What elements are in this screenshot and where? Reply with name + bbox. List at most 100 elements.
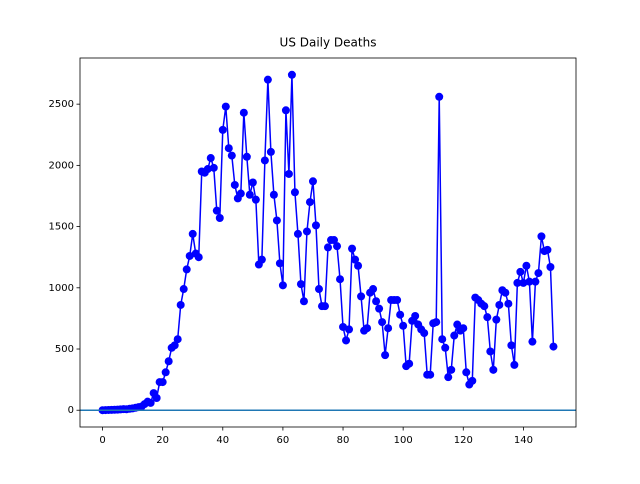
marker — [489, 365, 498, 374]
marker — [281, 106, 290, 115]
marker — [287, 70, 296, 79]
y-tick-label: 0 — [68, 405, 74, 416]
marker — [357, 292, 366, 301]
marker — [396, 310, 405, 319]
marker — [227, 151, 236, 160]
marker — [399, 321, 408, 330]
marker — [522, 261, 531, 270]
y-tick-label: 2500 — [49, 99, 74, 110]
marker — [311, 221, 320, 230]
marker — [345, 325, 354, 334]
marker — [260, 156, 269, 165]
marker — [185, 251, 194, 260]
x-tick-label: 100 — [394, 435, 413, 446]
marker — [525, 277, 534, 286]
marker — [432, 318, 441, 327]
marker — [320, 302, 329, 311]
marker — [519, 278, 528, 287]
marker — [230, 180, 239, 189]
marker — [176, 300, 185, 309]
marker — [275, 259, 284, 268]
x-tick-label: 140 — [514, 435, 533, 446]
marker — [212, 206, 221, 215]
marker — [348, 244, 357, 253]
marker — [537, 232, 546, 241]
marker — [179, 285, 188, 294]
marker — [393, 296, 402, 305]
marker — [426, 370, 435, 379]
marker — [375, 304, 384, 313]
x-tick-label: 20 — [156, 435, 169, 446]
marker — [450, 331, 459, 340]
y-tick-label: 1000 — [49, 283, 74, 294]
marker — [480, 302, 489, 311]
marker — [164, 357, 173, 366]
marker — [224, 144, 233, 153]
marker — [369, 285, 378, 294]
marker — [495, 300, 504, 309]
marker — [504, 299, 513, 308]
marker — [170, 341, 179, 350]
marker — [215, 214, 224, 223]
y-tick-label: 500 — [55, 344, 74, 355]
marker — [411, 311, 420, 320]
marker — [257, 255, 266, 264]
marker — [293, 229, 302, 238]
marker — [248, 178, 257, 187]
marker — [152, 393, 161, 402]
marker — [324, 243, 332, 252]
marker — [272, 216, 281, 225]
marker — [209, 163, 218, 172]
marker — [363, 324, 372, 333]
marker — [314, 285, 323, 294]
marker — [354, 261, 363, 270]
y-tick-label: 2000 — [49, 160, 74, 171]
marker — [462, 368, 471, 377]
marker — [305, 198, 314, 207]
marker — [483, 313, 492, 322]
marker — [330, 236, 339, 245]
marker — [161, 368, 170, 377]
plot-frame — [79, 57, 577, 428]
marker — [336, 275, 345, 284]
marker — [182, 265, 191, 274]
marker — [206, 154, 215, 163]
marker — [381, 351, 390, 360]
x-tick-label: 40 — [216, 435, 229, 446]
marker — [251, 195, 260, 204]
marker — [543, 245, 552, 254]
marker — [438, 335, 447, 344]
marker — [203, 165, 212, 174]
y-tick-label: 1500 — [49, 222, 74, 233]
marker — [510, 360, 519, 369]
marker — [236, 189, 245, 198]
marker — [263, 75, 272, 84]
marker — [486, 347, 495, 356]
marker — [501, 288, 510, 297]
marker — [333, 242, 342, 251]
marker — [218, 125, 227, 134]
chart-title: US Daily Deaths — [280, 36, 377, 50]
marker — [459, 324, 468, 333]
marker — [492, 315, 501, 324]
marker — [420, 329, 429, 338]
marker — [188, 229, 197, 238]
marker — [549, 342, 558, 351]
marker — [284, 169, 293, 178]
marker — [239, 108, 248, 117]
x-tick-label: 60 — [277, 435, 290, 446]
marker — [534, 269, 543, 278]
marker — [290, 188, 299, 197]
marker — [245, 190, 254, 199]
marker — [447, 365, 456, 374]
marker — [444, 373, 453, 382]
x-tick-label: 0 — [99, 435, 105, 446]
marker — [299, 297, 308, 306]
marker — [546, 262, 555, 271]
marker — [531, 277, 540, 286]
marker — [266, 147, 275, 156]
marker — [372, 297, 381, 306]
marker — [453, 320, 462, 329]
